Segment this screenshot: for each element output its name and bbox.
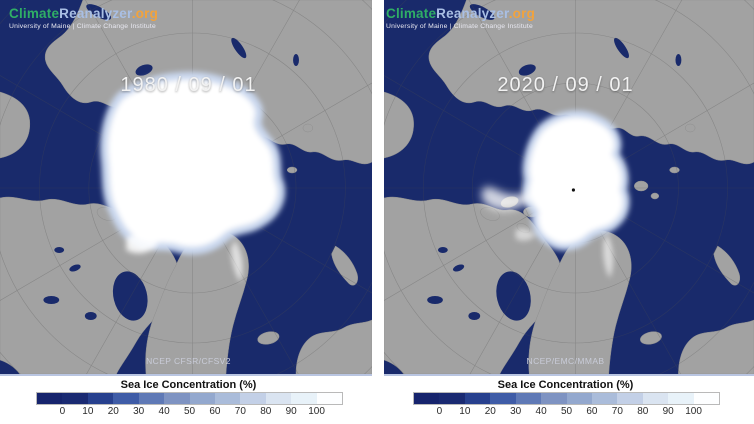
arctic-map-2020 bbox=[384, 0, 754, 376]
colorbar-1980: Sea Ice Concentration (%) 0 10 20 30 40 50 60 7… bbox=[0, 376, 377, 424]
logo-wordmark: ClimateReanalyzer.org bbox=[9, 6, 158, 22]
colorbar-segment bbox=[414, 393, 440, 404]
colorbar-scale bbox=[36, 392, 343, 405]
colorbar-segment bbox=[189, 393, 215, 404]
colorbar-tick-row: 0 10 20 30 40 50 60 70 80 90 100 bbox=[0, 376, 377, 424]
colorbar-tick-label: 10 bbox=[459, 406, 471, 417]
colorbar-tick-label: 30 bbox=[510, 406, 522, 417]
colorbar-segment bbox=[62, 393, 88, 404]
colorbar-tick-label: 90 bbox=[662, 406, 674, 417]
logo-climate: Climate bbox=[9, 6, 60, 21]
data-source-label-1980: NCEP CFSR/CFSV2 bbox=[146, 356, 231, 366]
colorbar-tick-label: 20 bbox=[107, 406, 119, 417]
colorbar-segment bbox=[164, 393, 190, 404]
climate-reanalyzer-logo: ClimateReanalyzer.org University of Main… bbox=[9, 6, 158, 30]
colorbar-scale bbox=[413, 392, 720, 405]
colorbar-tick-label: 90 bbox=[285, 406, 297, 417]
colorbar-segment bbox=[113, 393, 139, 404]
colorbar-segment bbox=[87, 393, 114, 404]
colorbar-tick-label: 80 bbox=[637, 406, 649, 417]
ice-tongue-east-greenland bbox=[230, 240, 243, 282]
logo-reanalyzer: Reanalyzer bbox=[436, 6, 509, 21]
logo-subtitle: University of Maine | Climate Change Ins… bbox=[386, 22, 533, 30]
colorbar-tick-label: 40 bbox=[535, 406, 547, 417]
colorbar-segment bbox=[693, 393, 720, 404]
colorbar-segment bbox=[668, 393, 694, 404]
colorbar-tick-label: 30 bbox=[133, 406, 145, 417]
colorbar-segment bbox=[490, 393, 516, 404]
colorbar-footer: Sea Ice Concentration (%) 0 10 20 30 40 50 60 7… bbox=[0, 376, 754, 424]
colorbar-segment bbox=[138, 393, 165, 404]
colorbar-tick-label: 50 bbox=[183, 406, 196, 417]
arctic-map-1980 bbox=[0, 0, 372, 376]
logo-wordmark: ClimateReanalyzer.org bbox=[386, 6, 535, 22]
colorbar-segment bbox=[240, 393, 266, 404]
colorbar-segment bbox=[265, 393, 292, 404]
colorbar-segment bbox=[291, 393, 317, 404]
colorbar-segment bbox=[617, 393, 643, 404]
colorbar-tick-label: 20 bbox=[484, 406, 496, 417]
colorbar-2020: Sea Ice Concentration (%) 0 10 20 30 40 50 60 7… bbox=[377, 376, 754, 424]
ice-fringe-archipelago bbox=[126, 235, 158, 254]
colorbar-tick-label: 0 bbox=[59, 406, 66, 417]
ice-fringe-archipelago bbox=[515, 228, 536, 241]
logo-org: .org bbox=[508, 6, 536, 21]
sea-ice-extent-2020 bbox=[481, 110, 630, 278]
colorbar-tick-label: 100 bbox=[685, 406, 702, 417]
logo-climate: Climate bbox=[386, 6, 437, 21]
colorbar-tick-label: 100 bbox=[308, 406, 325, 417]
ice-tongue-east-greenland bbox=[603, 234, 614, 278]
colorbar-segment bbox=[214, 393, 241, 404]
colorbar-tick-label: 70 bbox=[234, 406, 246, 417]
pole-hole-dot bbox=[571, 188, 575, 192]
colorbar-tick-label: 10 bbox=[82, 406, 94, 417]
date-label-2020: 2020 / 09 / 01 bbox=[497, 74, 634, 96]
colorbar-segment bbox=[642, 393, 669, 404]
climate-reanalyzer-logo: ClimateReanalyzer.org University of Main… bbox=[386, 6, 535, 30]
map-panel-1980: ClimateReanalyzer.org University of Main… bbox=[0, 0, 377, 376]
map-pair: ClimateReanalyzer.org University of Main… bbox=[0, 0, 754, 376]
colorbar-title: Sea Ice Concentration (%) bbox=[120, 379, 257, 391]
colorbar-segment bbox=[591, 393, 618, 404]
colorbar-tick-label: 60 bbox=[586, 406, 598, 417]
colorbar-segment bbox=[541, 393, 567, 404]
logo-org: .org bbox=[131, 6, 159, 21]
colorbar-tick-row: 0 10 20 30 40 50 60 70 80 90 100 bbox=[377, 376, 754, 424]
ice-wispy-arm bbox=[481, 186, 538, 211]
colorbar-title: Sea Ice Concentration (%) bbox=[497, 379, 634, 391]
logo-subtitle: University of Maine | Climate Change Ins… bbox=[9, 22, 156, 30]
colorbar-tick-label: 70 bbox=[611, 406, 623, 417]
logo-reanalyzer: Reanalyzer bbox=[59, 6, 132, 21]
data-source-label-2020: NCEP/EMC/MMAB bbox=[526, 356, 605, 366]
colorbar-segment bbox=[439, 393, 465, 404]
colorbar-tick-label: 40 bbox=[158, 406, 170, 417]
sea-ice-extent-1980 bbox=[100, 71, 286, 282]
colorbar-tick-label: 60 bbox=[209, 406, 221, 417]
colorbar-segment bbox=[515, 393, 542, 404]
colorbar-tick-label: 0 bbox=[436, 406, 443, 417]
colorbar-tick-label: 50 bbox=[560, 406, 573, 417]
colorbar-segment bbox=[37, 393, 63, 404]
map-panel-2020: ClimateReanalyzer.org University of Main… bbox=[377, 0, 754, 376]
date-label-1980: 1980 / 09 / 01 bbox=[120, 74, 257, 96]
colorbar-tick-label: 80 bbox=[260, 406, 272, 417]
colorbar-segment bbox=[316, 393, 343, 404]
colorbar-segment bbox=[566, 393, 592, 404]
colorbar-segment bbox=[464, 393, 491, 404]
